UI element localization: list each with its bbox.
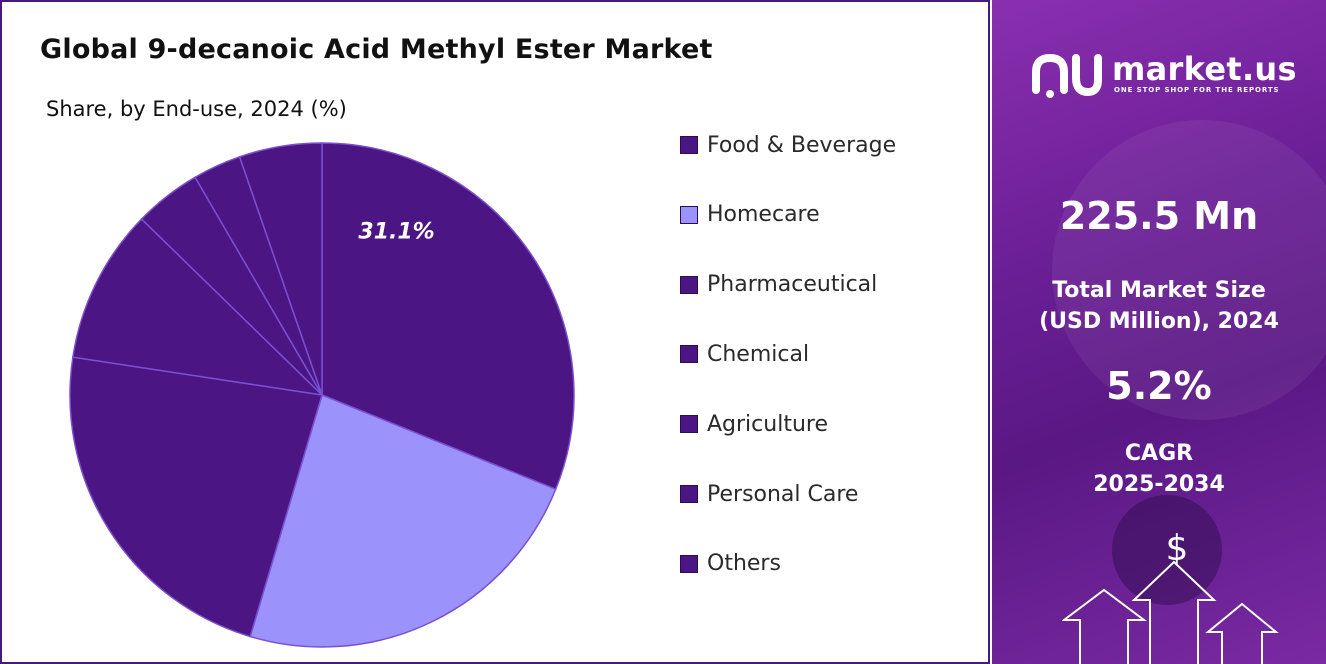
legend-item-personal-care: Personal Care [680,477,980,511]
market-size-label-line2: (USD Million), 2024 [1039,309,1279,334]
background-glow [1052,120,1326,420]
logo-tagline: ONE STOP SHOP FOR THE REPORTS [1114,86,1280,94]
growth-arrows-icon [1062,560,1279,664]
legend-label: Chemical [707,341,810,367]
legend-swatch [680,554,698,573]
chart-panel: Global 9-decanoic Acid Methyl Ester Mark… [0,0,990,664]
legend-label: Personal Care [707,481,859,507]
legend-label: Agriculture [707,411,828,437]
cagr-value: 5.2% [1106,364,1212,408]
legend-label: Food & Beverage [707,132,897,158]
legend-item-chemical: Chemical [680,337,980,371]
legend-label: Pharmaceutical [707,272,878,298]
cagr-label-line1: CAGR [1124,441,1194,466]
legend-swatch [680,205,698,224]
legend-swatch [680,485,698,503]
legend-item-others: Others [680,547,980,581]
pie-chart: 31.1% [69,142,575,648]
pie-slice-food-and-beverage [321,142,575,491]
background-coffee-cup [1112,495,1222,605]
chart-title: Global 9-decanoic Acid Methyl Ester Mark… [40,34,713,65]
legend-swatch [680,275,698,294]
legend-swatch [680,136,698,154]
stats-panel: market.us ONE STOP SHOP FOR THE REPORTS … [992,0,1326,664]
pie-label-food-and-beverage: 31.1% [358,219,434,244]
pie-slice-homecare [249,393,557,648]
legend-item-pharmaceutical: Pharmaceutical [680,268,980,302]
logo-text: market.us [1112,50,1297,88]
pie-slice-chemical [72,218,325,397]
cagr-label-line2: 2025-2034 [1093,472,1225,497]
legend-label: Homecare [707,202,820,228]
pie-slice-pharmaceutical [69,356,323,638]
market-us-logo: market.us ONE STOP SHOP FOR THE REPORTS [1032,50,1302,100]
dollar-icon: $ [1165,528,1189,569]
legend-swatch [680,345,698,364]
market-size-value: 225.5 Mn [1059,194,1259,238]
legend-label: Others [707,551,781,577]
legend-item-agriculture: Agriculture [680,407,980,441]
chart-subtitle: Share, by End-use, 2024 (%) [46,97,347,121]
legend-item-homecare: Homecare [680,198,980,232]
pie-slice-others [238,142,323,396]
logo-mark-icon [1032,53,1102,98]
legend-swatch [680,415,698,434]
market-size-label-line1: Total Market Size [1052,278,1266,303]
legend-item-food-and-beverage: Food & Beverage [680,128,980,162]
